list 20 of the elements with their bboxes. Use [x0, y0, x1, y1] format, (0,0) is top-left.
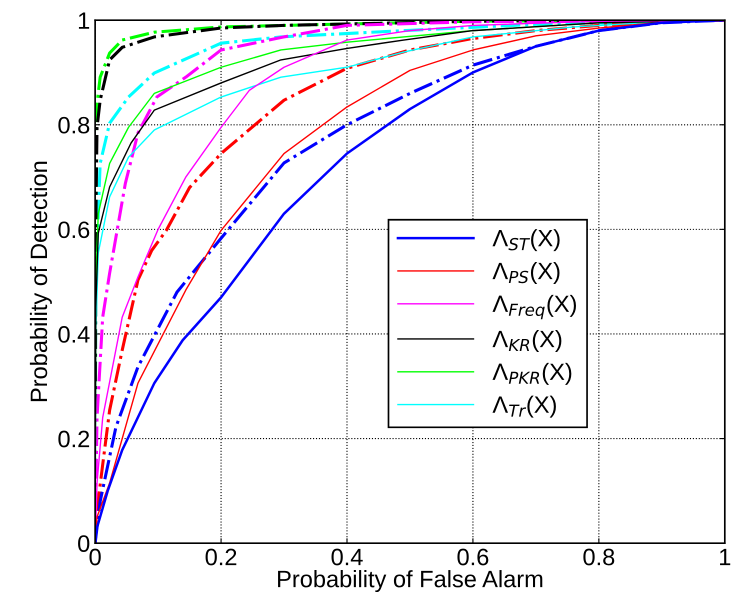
x-tick-label: 1 — [720, 548, 730, 566]
y-tick-label: 0.8 — [58, 116, 90, 134]
legend-label: Λ$_{PS}$(X) — [492, 262, 560, 284]
y-tick-label: 0.4 — [58, 326, 90, 343]
legend-label: Λ$_{ST}$(X) — [492, 229, 560, 252]
y-tick-label: 0 — [78, 535, 90, 552]
legend-label: Λ$_{KR}$(X) — [492, 330, 562, 352]
legend-label: Λ$_{Freq}$(X) — [492, 294, 576, 320]
x-tick-label: 0.4 — [332, 548, 363, 566]
x-tick-label: 0.2 — [206, 548, 236, 566]
y-tick-label: 0.2 — [58, 430, 90, 448]
legend-label: Λ$_{Tr}$(X) — [492, 396, 556, 418]
y-axis-title: Probability of Detection — [30, 162, 52, 402]
x-axis-title: Probability of False Alarm — [278, 570, 542, 592]
legend-label: Λ$_{PKR}$(X) — [492, 362, 572, 385]
y-tick-label: 1 — [78, 12, 90, 29]
y-tick-label: 0.6 — [58, 221, 90, 238]
x-tick-label: 0.6 — [457, 548, 488, 566]
x-tick-label: 0.8 — [583, 548, 614, 566]
x-tick-label: 0 — [89, 548, 101, 566]
